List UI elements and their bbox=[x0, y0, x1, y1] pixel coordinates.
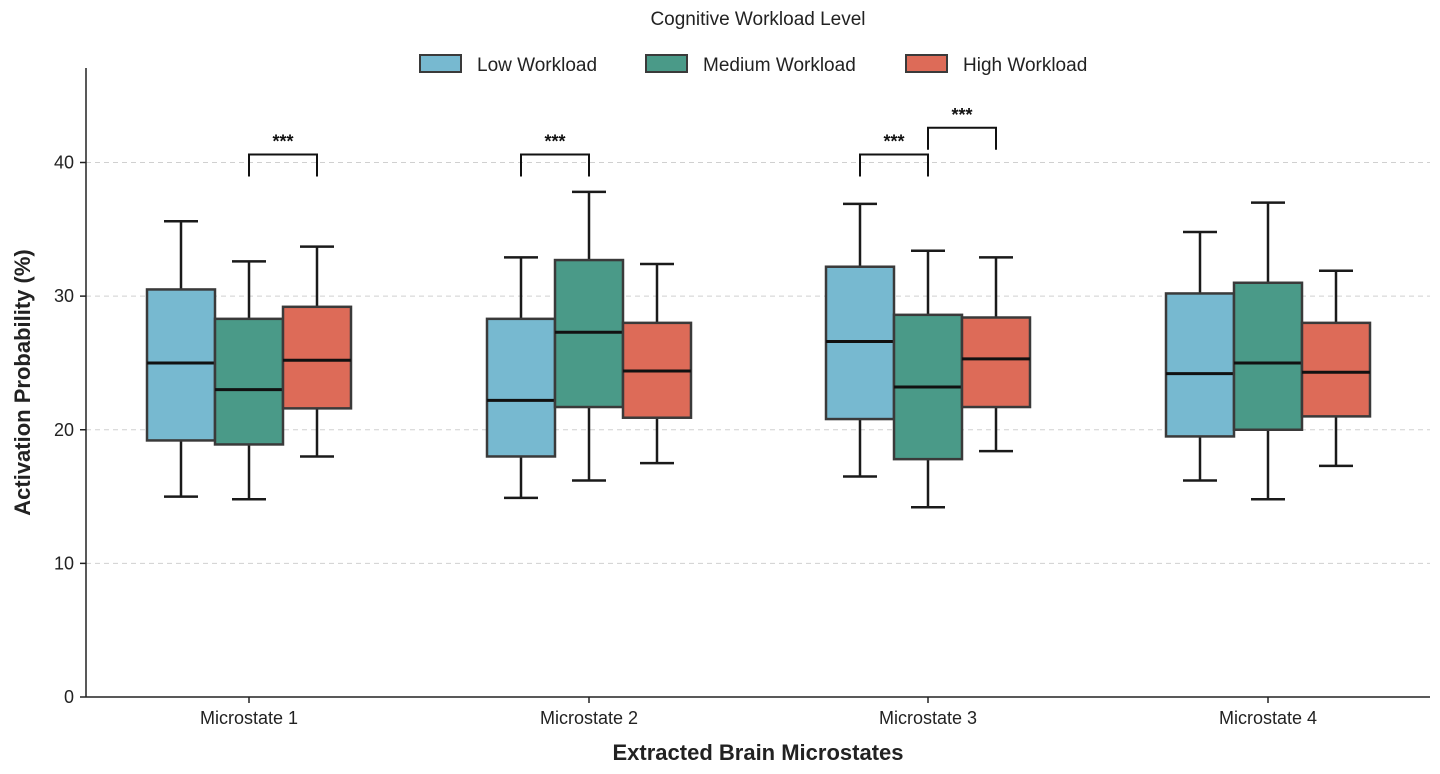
box-low-workload-microstate-2 bbox=[485, 256, 557, 500]
x-tick-label-3: Microstate 3 bbox=[879, 708, 977, 728]
box-low-workload-microstate-1 bbox=[145, 220, 217, 498]
box-medium-workload-microstate-3 bbox=[892, 249, 964, 509]
box-iqr bbox=[145, 288, 217, 442]
significance-label: *** bbox=[883, 131, 904, 151]
y-tick-label-40: 40 bbox=[54, 153, 74, 173]
significance-label: *** bbox=[272, 131, 293, 151]
box-high-workload-microstate-4 bbox=[1300, 269, 1372, 468]
bracket-line bbox=[248, 153, 318, 177]
box-iqr bbox=[281, 305, 353, 410]
y-ticks: 0 10 20 30 40 bbox=[54, 153, 86, 707]
legend-item-low-workload: Low Workload bbox=[419, 54, 597, 76]
box-medium-workload-microstate-4 bbox=[1232, 201, 1304, 501]
box-medium-workload-microstate-2 bbox=[553, 190, 625, 482]
box-medium-workload-microstate-1 bbox=[213, 260, 285, 501]
significance-brackets: *** *** *** *** bbox=[248, 105, 997, 177]
y-tick-label-30: 30 bbox=[54, 286, 74, 306]
significance-label: *** bbox=[951, 105, 972, 125]
legend-swatch bbox=[905, 54, 948, 73]
box-low-workload-microstate-3 bbox=[824, 202, 896, 478]
y-tick-label-0: 0 bbox=[64, 687, 74, 707]
bracket-line bbox=[927, 126, 997, 150]
legend-label: Low Workload bbox=[477, 55, 597, 76]
legend-title: Cognitive Workload Level bbox=[650, 9, 865, 30]
box-iqr bbox=[960, 316, 1032, 409]
box-iqr bbox=[1300, 321, 1372, 418]
boxes bbox=[145, 190, 1372, 509]
legend-item-high-workload: High Workload bbox=[905, 54, 1087, 76]
y-axis-title: Activation Probability (%) bbox=[10, 249, 35, 515]
x-tick-label-1: Microstate 1 bbox=[200, 708, 298, 728]
box-iqr bbox=[1164, 292, 1236, 438]
box-iqr bbox=[1232, 281, 1304, 432]
box-iqr bbox=[485, 317, 557, 458]
significance-bracket-1: *** bbox=[248, 131, 318, 177]
y-tick-label-10: 10 bbox=[54, 553, 74, 573]
legend-swatch bbox=[419, 54, 462, 73]
x-axis-title: Extracted Brain Microstates bbox=[613, 740, 904, 765]
bracket-line bbox=[859, 153, 929, 177]
significance-bracket-3: *** bbox=[859, 131, 929, 177]
significance-bracket-2: *** bbox=[520, 131, 590, 177]
box-high-workload-microstate-1 bbox=[281, 245, 353, 458]
legend: Cognitive Workload Level Low Workload Medi… bbox=[419, 9, 1087, 76]
x-ticks: Microstate 1 Microstate 2 Microstate 3 Micr… bbox=[200, 697, 1317, 728]
y-tick-label-20: 20 bbox=[54, 420, 74, 440]
x-tick-label-4: Microstate 4 bbox=[1219, 708, 1317, 728]
axes bbox=[85, 68, 1430, 698]
significance-bracket-4: *** bbox=[927, 105, 997, 150]
x-tick-label-2: Microstate 2 bbox=[540, 708, 638, 728]
legend-item-medium-workload: Medium Workload bbox=[645, 54, 856, 76]
box-high-workload-microstate-3 bbox=[960, 256, 1032, 453]
legend-label: High Workload bbox=[963, 55, 1087, 76]
bracket-line bbox=[520, 153, 590, 177]
box-iqr bbox=[213, 317, 285, 446]
box-high-workload-microstate-2 bbox=[621, 262, 693, 465]
legend-label: Medium Workload bbox=[703, 55, 856, 76]
significance-label: *** bbox=[544, 131, 565, 151]
legend-swatch bbox=[645, 54, 688, 73]
box-low-workload-microstate-4 bbox=[1164, 230, 1236, 482]
